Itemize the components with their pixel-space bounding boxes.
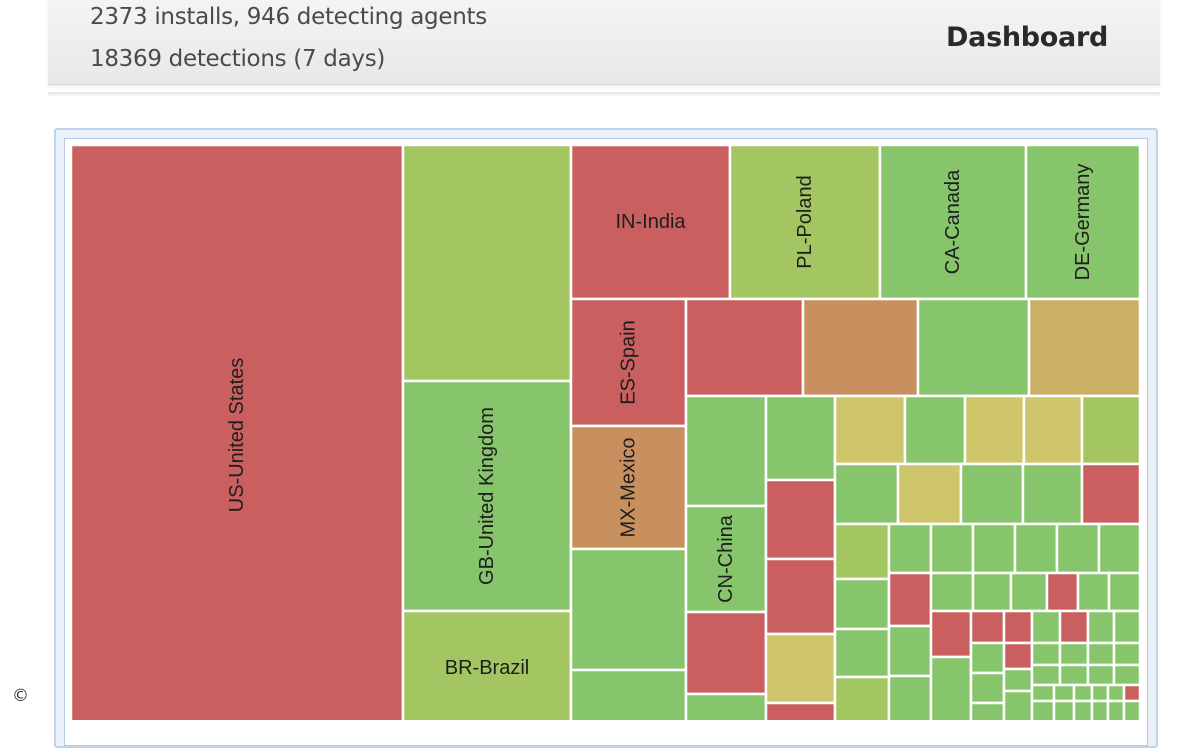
detections-stat: 18369 detections (7 days) [90,46,386,72]
treemap-cell[interactable] [1013,522,1059,575]
treemap-cell[interactable] [929,522,975,575]
treemap-cell[interactable] [916,297,1031,398]
treemap-cell[interactable] [1058,663,1090,687]
stats-header: 2373 installs, 946 detecting agents 1836… [48,0,1160,85]
treemap-cell[interactable] [971,522,1017,575]
treemap-cell[interactable] [896,462,963,526]
treemap-cell-de-germany[interactable] [1024,143,1142,301]
treemap-cell[interactable] [1030,609,1062,645]
treemap-cell[interactable] [764,632,837,705]
treemap-cell[interactable] [833,522,891,581]
installs-stat: 2373 installs, 946 detecting agents [90,4,487,30]
treemap-cell[interactable] [1002,641,1034,671]
treemap-cell[interactable] [1112,641,1142,667]
treemap-cell[interactable] [1045,571,1080,613]
treemap-cell[interactable] [1052,699,1076,720]
treemap-cell[interactable] [929,609,973,659]
treemap-cell[interactable] [401,143,573,383]
treemap-cell[interactable] [969,701,1006,720]
treemap-cell[interactable] [1106,683,1126,703]
treemap-cell[interactable] [1122,699,1142,720]
treemap-cell[interactable] [569,547,688,672]
treemap-cell[interactable] [569,668,688,720]
treemap-cell[interactable] [1072,683,1094,703]
treemap-cell-cn-china[interactable] [684,504,768,614]
treemap-cell[interactable] [1086,663,1116,687]
treemap-cell-us-united-states[interactable] [69,143,405,720]
treemap-cell[interactable] [1052,683,1076,703]
treemap-cell[interactable] [929,655,973,720]
treemap-cell[interactable] [764,557,837,636]
treemap-cell[interactable] [1106,699,1126,720]
treemap-cell[interactable] [887,674,933,720]
treemap-cell[interactable] [969,609,1006,645]
treemap-cell-pl-poland[interactable] [728,143,882,301]
treemap-cell[interactable] [684,297,805,398]
treemap-cell[interactable] [1112,609,1142,645]
treemap-cell[interactable] [1107,571,1142,613]
dashboard-link[interactable]: Dashboard [946,22,1108,53]
treemap-cell[interactable] [887,522,933,575]
treemap-cell[interactable] [764,394,837,482]
copyright-icon: © [12,686,29,706]
treemap-cell[interactable] [684,692,768,720]
treemap-cell[interactable] [1080,462,1142,526]
treemap-cell[interactable] [1090,699,1110,720]
treemap-cell[interactable] [969,641,1006,675]
treemap-cell-in-india[interactable] [569,143,732,301]
treemap-cell[interactable] [887,571,933,628]
treemap-cell-br-brazil[interactable] [401,609,573,720]
treemap-cell-gb-united-kingdom[interactable] [401,379,573,613]
treemap-cell[interactable] [1080,394,1142,466]
treemap-cell[interactable] [971,571,1013,613]
treemap-cell[interactable] [1122,683,1142,703]
treemap-cell[interactable] [1055,522,1101,575]
treemap-cell[interactable] [1058,641,1090,667]
country-treemap: US-United States GB-United KingdomBR-Braz… [69,143,1142,720]
treemap-cell[interactable] [1030,641,1062,667]
treemap-cell[interactable] [1086,641,1116,667]
treemap-cell[interactable] [801,297,920,398]
treemap-cell[interactable] [1097,522,1142,575]
treemap-cell[interactable] [929,571,975,613]
treemap-cell-es-spain[interactable] [569,297,688,428]
treemap-cell[interactable] [833,627,891,679]
treemap-cell[interactable] [1002,609,1034,645]
treemap-cell[interactable] [1009,571,1049,613]
treemap-cell[interactable] [684,610,768,696]
treemap-cell[interactable] [1030,683,1056,703]
treemap-cell[interactable] [1112,663,1142,687]
header-separator [48,92,1160,96]
treemap-cell[interactable] [1022,394,1084,466]
treemap-cell[interactable] [1072,699,1094,720]
treemap-cell[interactable] [833,577,891,631]
treemap-cell[interactable] [959,462,1025,526]
treemap-cell[interactable] [1076,571,1111,613]
treemap-cell[interactable] [1030,699,1056,720]
treemap-cell-ca-canada[interactable] [878,143,1028,301]
treemap-cell[interactable] [903,394,967,466]
treemap-cell[interactable] [1027,297,1142,398]
treemap-cell[interactable] [1002,689,1034,720]
treemap-cell[interactable] [1002,667,1034,693]
treemap-cell[interactable] [1021,462,1084,526]
treemap-cell[interactable] [1058,609,1090,645]
treemap-cell[interactable] [764,478,837,561]
treemap-cell[interactable] [833,394,907,466]
treemap-cell[interactable] [684,394,768,508]
treemap-cell[interactable] [1090,683,1110,703]
treemap-cell[interactable] [963,394,1026,466]
treemap-cell[interactable] [1086,609,1116,645]
treemap-cell[interactable] [969,671,1006,705]
treemap-cell[interactable] [887,624,933,678]
treemap-cell[interactable] [833,675,891,720]
treemap-cell[interactable] [1030,663,1062,687]
treemap-cell-mx-mexico[interactable] [569,424,688,551]
treemap-cell[interactable] [833,462,900,526]
treemap-cell[interactable] [764,701,837,720]
